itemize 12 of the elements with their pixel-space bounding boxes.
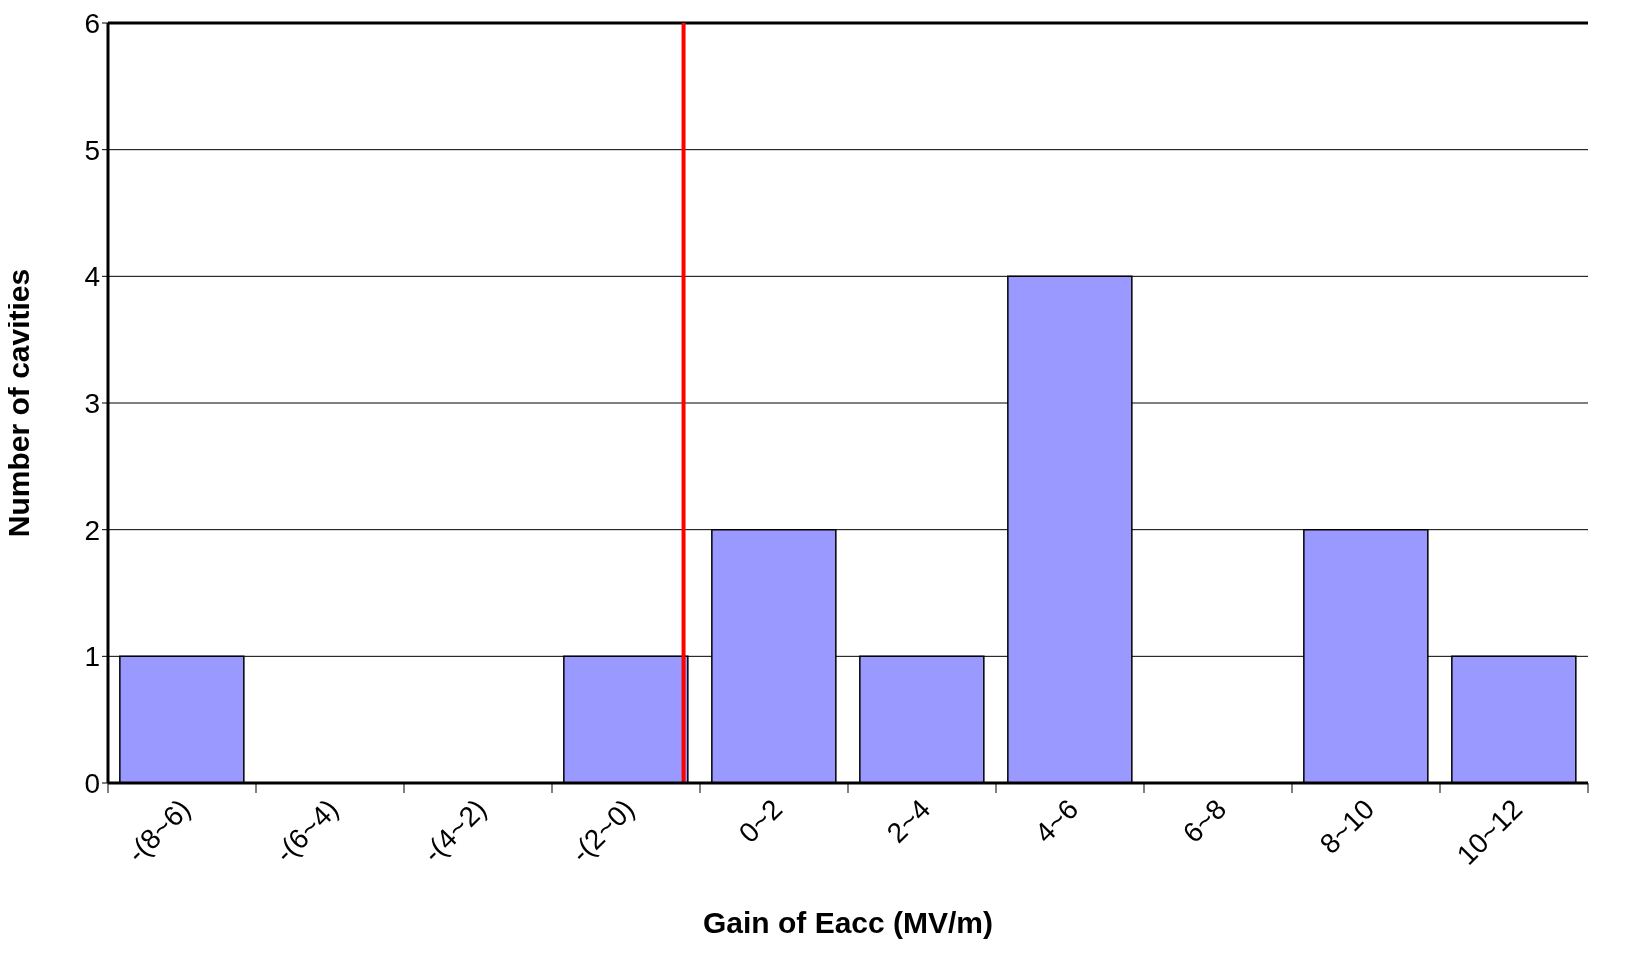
x-tick-label: 4~6 bbox=[1028, 793, 1085, 849]
y-tick-label: 5 bbox=[84, 134, 100, 166]
y-tick-label: 4 bbox=[84, 261, 100, 293]
y-tick-label: 2 bbox=[84, 514, 100, 546]
y-tick-label: 6 bbox=[84, 7, 100, 39]
x-tick-label: 6~8 bbox=[1176, 793, 1233, 849]
y-tick-label: 0 bbox=[84, 767, 100, 799]
y-tick-label: 3 bbox=[84, 387, 100, 419]
x-axis-title: Gain of Eacc (MV/m) bbox=[702, 906, 994, 939]
x-tick-label: 0~2 bbox=[732, 793, 789, 849]
y-tick-label: 1 bbox=[84, 641, 100, 673]
x-tick-label: 2~4 bbox=[880, 793, 937, 849]
